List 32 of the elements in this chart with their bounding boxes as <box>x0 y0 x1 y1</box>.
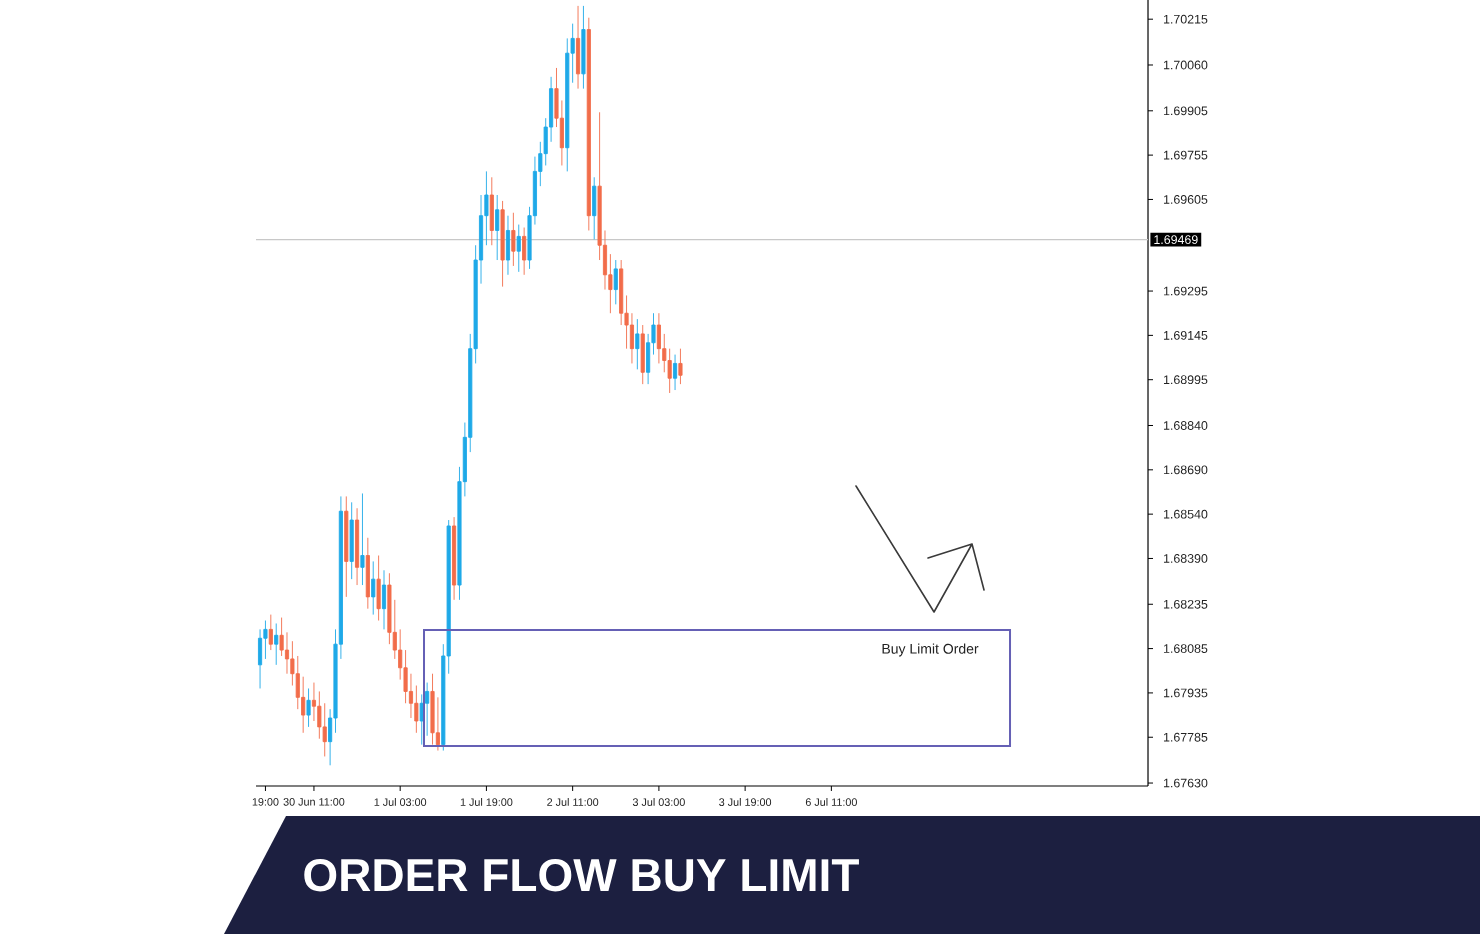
candlestick <box>592 176 597 240</box>
candlestick <box>575 5 581 90</box>
candlestick <box>306 688 311 728</box>
candlestick <box>495 194 500 261</box>
candlestick <box>355 507 360 586</box>
candlestick <box>274 623 279 666</box>
candlestick <box>656 312 661 364</box>
candlestick <box>365 537 370 610</box>
candlestick <box>678 348 683 385</box>
candlestick <box>511 212 516 267</box>
candlestick <box>381 569 387 630</box>
candlestick <box>268 614 273 651</box>
candlestick <box>522 227 527 276</box>
candlestick <box>376 555 381 621</box>
candlestick <box>489 176 494 246</box>
candlestick <box>500 200 505 288</box>
candlestick <box>452 516 457 601</box>
candlestick <box>516 224 521 273</box>
text: ORDER FLOW BUY LIMIT <box>304 858 859 892</box>
candlestick <box>257 628 263 689</box>
candlestick <box>360 493 365 586</box>
candlestick <box>635 318 640 370</box>
candlestick <box>505 215 511 276</box>
candlestick <box>430 673 435 746</box>
candlestick <box>425 682 430 737</box>
candlestick <box>581 5 586 90</box>
candlestick <box>344 495 349 598</box>
candlestick <box>640 324 645 385</box>
candlestick <box>613 259 618 305</box>
candlestick <box>371 560 376 616</box>
candlestick <box>349 501 354 580</box>
candlestick <box>672 354 678 391</box>
